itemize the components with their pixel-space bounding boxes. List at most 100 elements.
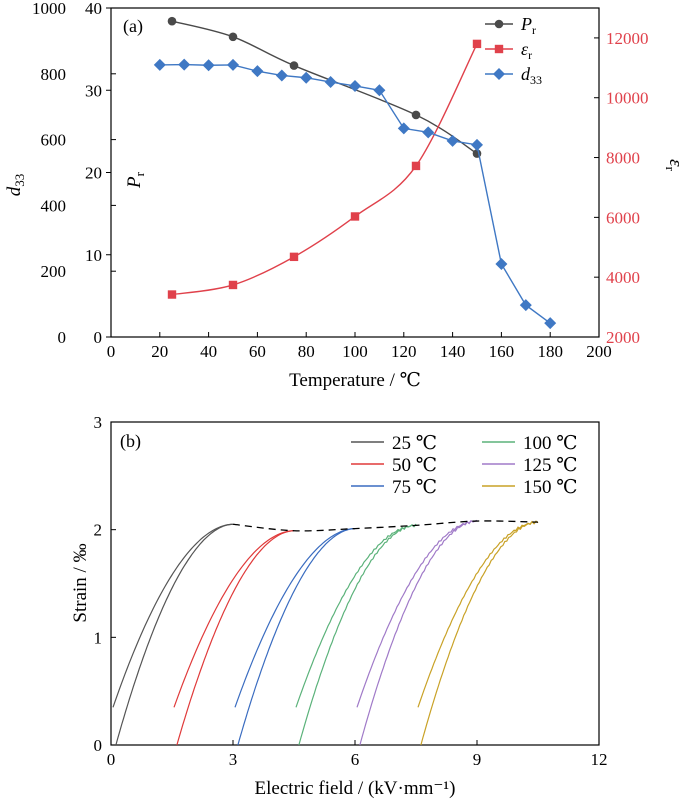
panel-label-a: (a) [123, 16, 143, 37]
data-point-a [202, 59, 215, 72]
strain-branch-up [356, 519, 478, 708]
data-point-a [167, 290, 177, 299]
legend-marker-a [493, 68, 505, 80]
strain-branch-up [417, 520, 539, 708]
legend-label-b: 125 ℃ [523, 455, 578, 476]
strain-curve-1 [173, 530, 295, 746]
data-point-a [289, 252, 299, 262]
strain-curve-5 [417, 520, 539, 746]
data-point-a [472, 39, 482, 49]
strain-curve-2 [234, 528, 356, 746]
x-tick-label-a: 40 [200, 342, 217, 361]
data-point-a [178, 58, 191, 71]
x-tick-label-a: 80 [298, 342, 315, 361]
x-tick-label-a: 20 [151, 342, 168, 361]
x-tick-label-a: 180 [537, 342, 563, 361]
legend-label-a: d33 [521, 64, 542, 87]
y-tick-label-inner-a: 0 [94, 328, 103, 347]
strain-branch-down [298, 523, 417, 746]
data-point-a [289, 61, 299, 70]
data-point-a [275, 69, 288, 82]
x-tick-label-b: 12 [591, 750, 608, 769]
x-tick-label-a: 0 [107, 342, 116, 361]
strain-curve-3 [295, 523, 417, 746]
x-tick-label-b: 0 [107, 750, 116, 769]
x-axis-label-a: Temperature / ℃ [289, 370, 421, 391]
y-tick-label-b: 0 [94, 736, 103, 755]
legend-label-a: Pr [520, 14, 536, 37]
y-tick-label-right-a: 6000 [606, 208, 640, 227]
y-tick-label-inner-a: 10 [85, 246, 102, 265]
x-tick-label-a: 60 [249, 342, 266, 361]
series-2-a [153, 58, 557, 330]
series-0-a [167, 16, 482, 158]
y-tick-label-left-a: 600 [41, 131, 67, 150]
legend-marker-a [494, 44, 504, 54]
data-point-a [411, 110, 421, 120]
data-point-a [349, 79, 361, 92]
y-tick-label-right-a: 12000 [606, 29, 649, 48]
x-tick-label-a: 120 [391, 342, 417, 361]
strain-branch-down [237, 528, 356, 746]
x-tick-label-b: 6 [351, 750, 360, 769]
legend-label-b: 150 ℃ [523, 477, 578, 498]
y-tick-label-b: 1 [94, 628, 103, 647]
y-tick-label-right-a: 8000 [606, 149, 640, 168]
strain-curve-4 [356, 519, 478, 746]
y-axis-label-epsilon: εr [663, 159, 686, 172]
data-point-a [251, 65, 264, 78]
legend-label-b: 100 ℃ [523, 433, 578, 454]
data-point-a [350, 212, 360, 221]
series-line-a [159, 63, 551, 324]
data-point-a [227, 58, 239, 71]
strain-branch-up [173, 530, 295, 708]
series-1-a [167, 39, 482, 299]
x-tick-label-b: 9 [473, 750, 482, 769]
x-axis-label-b: Electric field / (kV·mm⁻¹) [255, 778, 456, 799]
strain-curve-0 [112, 523, 234, 746]
data-point-a [228, 32, 238, 42]
y-tick-label-left-a: 800 [41, 65, 67, 84]
y-tick-label-right-a: 4000 [606, 268, 640, 287]
strain-branch-up [295, 523, 417, 708]
data-point-a [373, 84, 386, 97]
y-tick-label-right-a: 2000 [606, 328, 640, 347]
data-point-a [167, 16, 177, 26]
y-tick-label-left-a: 1000 [32, 0, 66, 18]
y-tick-label-inner-a: 20 [85, 164, 102, 183]
data-point-a [544, 317, 557, 330]
data-point-a [519, 299, 532, 312]
strain-branch-down [420, 520, 539, 746]
data-point-a [471, 138, 483, 151]
legend-label-b: 25 ℃ [392, 433, 437, 454]
legend-label-a: εr [521, 39, 532, 62]
max-strain-envelope [232, 520, 539, 532]
x-tick-label-a: 200 [586, 342, 612, 361]
data-point-a [422, 126, 435, 139]
y-tick-label-left-a: 200 [41, 262, 67, 281]
data-point-a [446, 134, 459, 147]
data-point-a [397, 122, 410, 135]
data-point-a [411, 161, 421, 171]
y-tick-label-b: 2 [94, 521, 103, 540]
y-tick-label-left-a: 400 [41, 196, 67, 215]
y-axis-label-d33: d33 [4, 174, 27, 197]
x-tick-label-a: 140 [440, 342, 466, 361]
y-tick-label-inner-a: 40 [85, 0, 102, 18]
data-point-a [495, 257, 508, 270]
data-point-a [300, 71, 313, 84]
y-tick-label-right-a: 10000 [606, 89, 649, 108]
legend-label-b: 50 ℃ [392, 455, 437, 476]
data-point-a [153, 58, 166, 71]
data-point-a [324, 76, 337, 89]
y-axis-label-b: Strain / ‰ [70, 543, 91, 622]
x-tick-label-a: 160 [489, 342, 515, 361]
y-tick-label-inner-a: 30 [85, 81, 102, 100]
y-axis-label-pr: Pr [124, 171, 147, 189]
legend-label-b: 75 ℃ [392, 477, 437, 498]
strain-branch-down [115, 523, 234, 746]
